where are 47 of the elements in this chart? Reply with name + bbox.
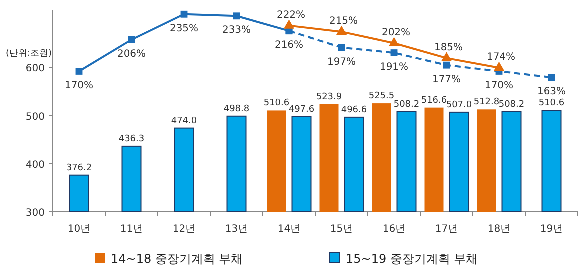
x-tick-label: 15년 [330, 224, 354, 235]
x-tick-label: 17년 [435, 224, 458, 235]
y-tick-label: 300 [26, 208, 45, 219]
y-tick-label: 500 [26, 112, 45, 123]
data-label: 222% [276, 10, 306, 21]
data-label: 512.8 [474, 98, 500, 108]
data-label: 197% [327, 56, 356, 68]
data-label: 185% [434, 42, 464, 54]
data-label: 215% [329, 16, 358, 27]
data-label: 508.2 [394, 100, 420, 110]
x-tick-label: 12년 [172, 224, 196, 235]
data-label: 216% [274, 40, 304, 52]
x-tick-label: 10년 [68, 224, 91, 235]
y-tick-label: 400 [26, 160, 45, 171]
y-axis-title: (단위:조원) [6, 49, 52, 59]
legend-label: 15~19 중장기계획 부채 [346, 252, 478, 266]
x-tick-label: 11년 [120, 224, 144, 235]
data-label: 174% [486, 52, 516, 63]
data-label: 235% [170, 23, 199, 34]
data-label: 510.6 [538, 98, 565, 109]
data-label: 376.2 [66, 163, 92, 174]
data-label: 523.9 [316, 92, 342, 102]
data-label: 206% [117, 48, 146, 60]
data-label: 498.8 [224, 104, 250, 114]
data-label: 170% [64, 80, 94, 92]
data-label: 496.6 [341, 105, 368, 116]
data-label: 474.0 [171, 116, 198, 126]
data-label: 177% [432, 74, 462, 86]
data-label: 170% [484, 80, 514, 92]
data-label: 233% [222, 25, 252, 36]
x-tick-label: 16년 [382, 224, 406, 235]
data-label: 516.6 [421, 96, 448, 106]
x-tick-label: 14년 [278, 224, 301, 235]
data-label: 436.3 [118, 134, 145, 144]
x-tick-label: 19년 [540, 224, 564, 235]
data-label: 163% [537, 86, 566, 98]
data-label: 202% [382, 27, 411, 38]
data-label: 497.6 [288, 104, 315, 115]
data-label: 525.5 [368, 92, 395, 102]
x-tick-label: 18년 [488, 224, 511, 235]
legend-label: 14~18 중장기계획 부채 [111, 252, 244, 266]
data-label: 191% [380, 62, 409, 74]
y-tick-label: 600 [26, 64, 45, 75]
data-label: 507.0 [446, 100, 472, 110]
data-label: 510.6 [264, 98, 290, 109]
x-tick-label: 13년 [225, 224, 248, 235]
data-label: 508.2 [498, 100, 525, 110]
